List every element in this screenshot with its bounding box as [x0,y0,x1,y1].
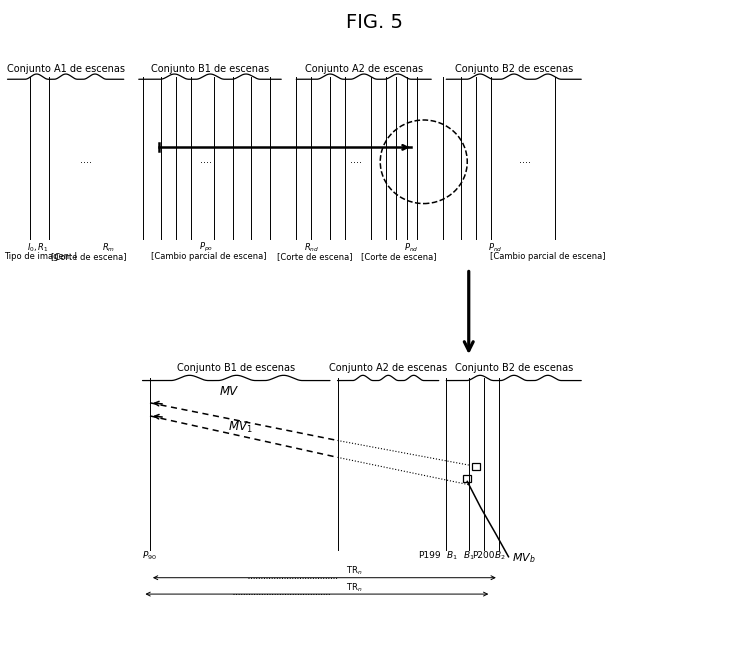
Text: $B_1$: $B_1$ [463,549,475,562]
Text: $P_{nd}$: $P_{nd}$ [404,241,418,254]
Bar [464,474,472,482]
Text: TR$_n$: TR$_n$ [346,581,362,594]
Text: Conjunto B2 de escenas: Conjunto B2 de escenas [454,64,573,74]
Text: Conjunto B1 de escenas: Conjunto B1 de escenas [151,64,269,74]
Text: ....: .... [80,155,92,166]
Text: $R_m$: $R_m$ [102,241,116,254]
Text: $R_{nd}$: $R_{nd}$ [304,241,319,254]
Text: P199: P199 [418,551,440,560]
Text: [Corte de escena]: [Corte de escena] [278,252,352,261]
Text: Conjunto A2 de escenas: Conjunto A2 de escenas [329,363,447,373]
Text: ....: .... [519,155,531,166]
Text: [Cambio parcial de escena]: [Cambio parcial de escena] [151,252,266,261]
Text: [Corte de escena]: [Corte de escena] [362,252,436,261]
Text: [Corte de escena]: [Corte de escena] [51,252,126,261]
Text: $B_1$: $B_1$ [446,549,458,562]
Text: Tipo de imagen: I: Tipo de imagen: I [4,252,76,261]
Text: P200: P200 [472,551,495,560]
Text: [Cambio parcial de escena]: [Cambio parcial de escena] [490,252,605,261]
Text: MV$_1$: MV$_1$ [227,420,253,436]
Bar [472,462,481,470]
Text: MV: MV [220,384,238,398]
Text: Conjunto B2 de escenas: Conjunto B2 de escenas [454,363,573,373]
Text: Conjunto A1 de escenas: Conjunto A1 de escenas [7,64,124,74]
Text: ....: .... [350,155,362,166]
Text: $P_{nd}$: $P_{nd}$ [488,241,502,254]
Text: $B_2$: $B_2$ [494,549,506,562]
Text: TR$_n$: TR$_n$ [346,565,362,578]
Text: ....: .... [200,155,212,166]
Text: $P_{po}$: $P_{po}$ [200,241,213,254]
Text: $I_0,R_1$: $I_0,R_1$ [27,241,48,254]
Text: Conjunto B1 de escenas: Conjunto B1 de escenas [177,363,296,373]
Text: MV$_b$: MV$_b$ [512,551,536,565]
Text: FIG. 5: FIG. 5 [346,13,404,33]
Text: $P_{90}$: $P_{90}$ [142,549,158,562]
Text: Conjunto A2 de escenas: Conjunto A2 de escenas [304,64,423,74]
